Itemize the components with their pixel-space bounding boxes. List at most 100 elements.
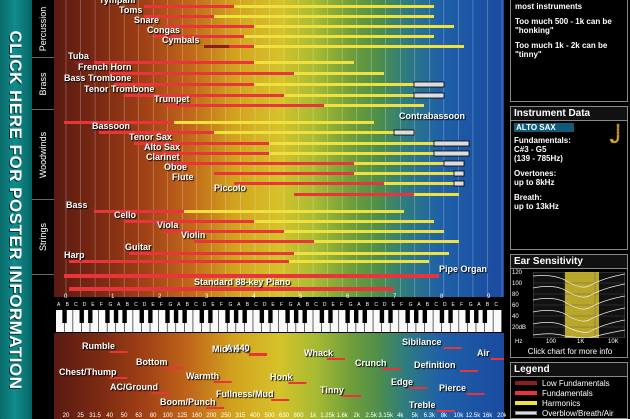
fundamentals-bar	[64, 274, 439, 278]
fundamentals-bar	[94, 210, 184, 213]
frequency-tick-label: 40	[106, 413, 113, 419]
instrument-label[interactable]: Violin	[181, 230, 206, 240]
instrument-label[interactable]: Tympani	[99, 0, 136, 5]
frequency-tick-label: 6.3k	[423, 413, 435, 419]
piano-white-key	[141, 310, 150, 332]
harmonics-bar	[414, 193, 459, 196]
piano-white-key	[373, 310, 382, 332]
piano-black-key	[105, 310, 110, 323]
instrument-label[interactable]: Contrabassoon	[399, 111, 466, 121]
legend-label: Harmonics	[542, 398, 581, 408]
frequency-tick-label: 8k	[440, 413, 448, 419]
low-fundamentals-bar	[74, 61, 94, 64]
instrument-label[interactable]: Clarinet	[146, 152, 180, 162]
piano-white-key	[253, 310, 262, 332]
piano-white-key	[424, 310, 433, 332]
harmonics-bar	[354, 162, 444, 165]
instrument-label[interactable]: Tenor Trombone	[84, 84, 155, 94]
piano-note-letter: C	[134, 302, 138, 308]
descriptor-range-marker	[109, 351, 128, 353]
instrument-label[interactable]: Flute	[172, 172, 194, 182]
instrument-label[interactable]: Bass Trombone	[64, 73, 132, 83]
piano-white-key	[476, 310, 485, 332]
piano-note-letter: G	[408, 302, 413, 308]
piano-black-key	[225, 310, 230, 323]
legend-label: Overblow/Breath/Air	[542, 408, 614, 418]
instrument-label[interactable]: Bass	[66, 200, 88, 210]
overblow-bar	[433, 140, 470, 147]
harmonics-bar	[294, 252, 449, 255]
instrument-label[interactable]: Cymbals	[162, 35, 200, 45]
piano-note-letter: E	[91, 302, 95, 308]
piano-black-key	[422, 310, 428, 323]
legend-item: Overblow/Breath/Air	[515, 408, 623, 418]
piano-octave-number: 3	[205, 294, 209, 300]
harmonics-bar	[314, 240, 459, 243]
descriptor-range-marker	[460, 370, 478, 372]
instrument-data-title: Instrument Data	[511, 107, 627, 121]
piano-black-key	[379, 310, 385, 323]
instrument-label[interactable]: Tenor Sax	[129, 132, 172, 142]
fundamentals-bar	[124, 94, 284, 97]
piano-black-key	[233, 310, 239, 323]
piano-note-letter: E	[331, 302, 335, 308]
instrument-label[interactable]: Guitar	[125, 242, 152, 252]
instrument-label[interactable]: Alto Sax	[144, 142, 181, 152]
piano-note-letter: B	[425, 302, 430, 308]
piano-black-key	[79, 310, 84, 323]
piano-black-key	[362, 310, 367, 323]
frequency-tick-label: 160	[191, 413, 202, 419]
piano-note-letter: A	[297, 302, 301, 308]
legend-swatch	[515, 391, 537, 395]
instrument-label[interactable]: French Horn	[78, 62, 132, 72]
instrument-label[interactable]: Congas	[147, 25, 181, 35]
piano-white-key	[150, 310, 159, 332]
frequency-tick-label: 10k	[453, 413, 464, 419]
frequency-tick-label: 63	[135, 413, 142, 419]
instrument-label[interactable]: Toms	[119, 5, 143, 15]
instrument-label[interactable]: Standard 88-key Piano	[194, 277, 291, 287]
instrument-label[interactable]: Snare	[134, 15, 160, 25]
piano-note-letter: D	[82, 302, 87, 308]
instrument-data-panel: Instrument Data ALTO SAX Fundamentals: C…	[510, 106, 628, 250]
piano-white-key	[450, 310, 459, 332]
harmonics-bar	[254, 220, 434, 223]
instrument-label[interactable]: Piccolo	[214, 183, 247, 193]
piano-black-key	[465, 310, 470, 323]
frequency-tick-label: 3.15k	[378, 413, 394, 419]
legend-item: Fundamentals	[515, 388, 623, 398]
piano-note-letter: D	[322, 302, 327, 308]
ear-sensitivity-panel[interactable]: Ear Sensitivity 120 100 80 60 40 20dB	[510, 254, 628, 358]
piano-white-key	[296, 310, 305, 332]
instrument-label[interactable]: Viola	[157, 220, 179, 230]
instrument-label[interactable]: Bassoon	[92, 121, 131, 131]
piano-black-key	[353, 310, 359, 323]
instrument-label[interactable]: Tuba	[68, 51, 89, 61]
piano-white-key	[98, 310, 107, 332]
frequency-tick-label: 20	[62, 413, 70, 419]
instrument-label[interactable]: Harp	[64, 250, 85, 260]
fundamentals-label: Fundamentals:	[514, 136, 571, 145]
selected-instrument: ALTO SAX	[514, 123, 574, 132]
piano-white-key	[313, 310, 322, 332]
fundamentals-bar	[124, 220, 254, 223]
piano-white-key	[441, 310, 450, 332]
instrument-label[interactable]: Trumpet	[154, 94, 190, 104]
harmonics-bar	[254, 83, 414, 86]
legend-swatch	[515, 381, 537, 385]
instrument-label[interactable]: Oboe	[164, 162, 188, 172]
fundamentals-bar	[229, 45, 254, 48]
fundamentals-bar	[94, 61, 254, 64]
piano-black-key	[199, 310, 205, 323]
frequency-descriptor-label: Crunch	[355, 358, 387, 368]
piano-note-letter: A	[177, 302, 181, 308]
instrument-label[interactable]: Pipe Organ	[439, 264, 488, 274]
ear-sensitivity-graph[interactable]	[533, 272, 625, 338]
piano-white-key	[107, 310, 116, 332]
instrument-label[interactable]: Cello	[114, 210, 137, 220]
poster-info-tab[interactable]: CLICK HERE FOR POSTER INFORMATION	[0, 0, 32, 419]
piano-white-key	[210, 310, 219, 332]
ear-sensitivity-title: Ear Sensitivity	[511, 255, 627, 269]
piano-white-key	[73, 310, 82, 332]
piano-white-key	[236, 310, 245, 332]
